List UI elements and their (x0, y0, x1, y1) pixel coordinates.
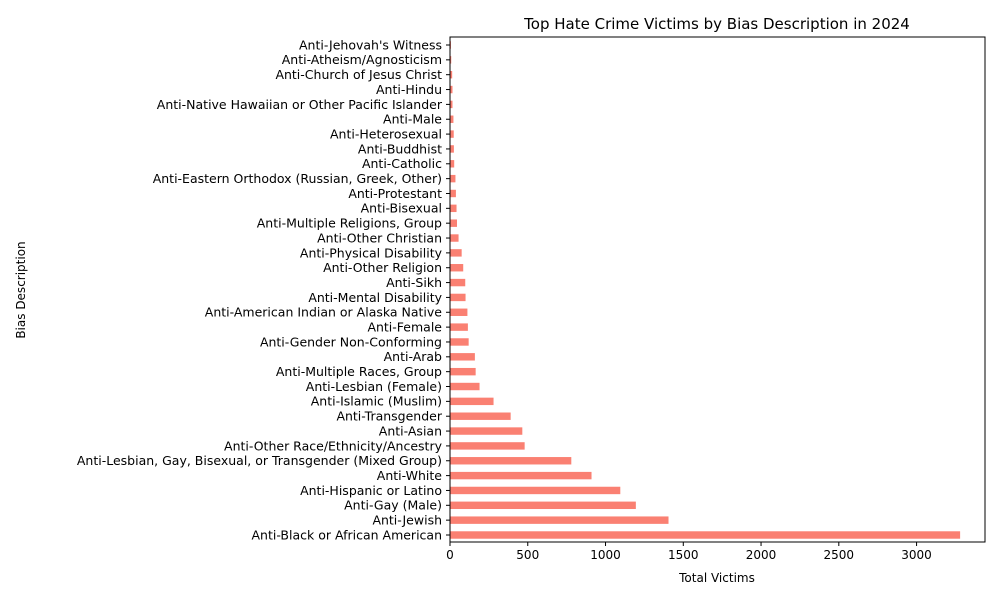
category-label: Anti-Protestant (348, 186, 442, 201)
bar (450, 471, 592, 480)
category-label: Anti-Other Religion (323, 260, 442, 275)
category-label: Anti-Black or African American (252, 527, 443, 542)
category-label: Anti-Lesbian (Female) (306, 379, 442, 394)
bar (450, 516, 669, 524)
x-tick-label: 3000 (901, 548, 932, 562)
category-label: Anti-Asian (379, 423, 442, 438)
chart-title: Top Hate Crime Victims by Bias Descripti… (523, 15, 910, 33)
category-label: Anti-Eastern Orthodox (Russian, Greek, O… (153, 171, 442, 186)
bar (450, 338, 469, 346)
bar (450, 56, 452, 64)
category-label: Anti-Jehovah's Witness (299, 37, 442, 52)
bar (450, 486, 621, 495)
plot-frame (449, 36, 986, 543)
category-label: Anti-Transgender (336, 409, 442, 424)
category-label: Anti-Gay (Male) (344, 498, 442, 513)
x-tick-label: 2500 (824, 548, 855, 562)
category-label: Anti-Arab (384, 349, 442, 364)
bar (450, 204, 457, 213)
category-label: Anti-Female (367, 319, 442, 334)
bar (450, 160, 455, 168)
bar (450, 174, 456, 183)
x-axis-label: Total Victims (678, 571, 755, 585)
bar (450, 427, 523, 435)
category-label: Anti-Catholic (362, 156, 442, 171)
bar (450, 397, 494, 406)
category-label: Anti-Sikh (386, 275, 442, 290)
bar (450, 249, 462, 257)
category-label: Anti-Buddhist (358, 141, 442, 156)
bar (450, 293, 466, 302)
category-label: Anti-Multiple Races, Group (276, 364, 442, 379)
category-label: Anti-American Indian or Alaska Native (205, 305, 443, 320)
category-label: Anti-Other Christian (317, 230, 442, 245)
category-label: Anti-Bisexual (361, 201, 442, 216)
bar (450, 100, 453, 109)
category-label: Anti-Mental Disability (308, 290, 442, 305)
category-labels-group: Anti-Black or African AmericanAnti-Jewis… (77, 37, 450, 542)
x-tick-label: 2000 (746, 548, 777, 562)
x-tick-label: 1000 (590, 548, 621, 562)
bars-group (450, 41, 961, 539)
x-tick-label: 0 (446, 548, 454, 562)
x-tick-label: 1500 (668, 548, 699, 562)
category-label: Anti-Islamic (Muslim) (311, 394, 442, 409)
category-label: Anti-Church of Jesus Christ (275, 67, 442, 82)
bar (450, 130, 454, 138)
x-ticks-group: 0 500 1000 1500 2000 2500 3000 (446, 542, 932, 562)
category-label: Anti-Other Race/Ethnicity/Ancestry (224, 438, 443, 453)
category-label: Anti-Hispanic or Latino (300, 483, 442, 498)
bar (450, 501, 636, 510)
bar (450, 531, 961, 539)
bar (450, 85, 453, 94)
bar (450, 367, 476, 376)
bar (450, 457, 572, 465)
category-label: Anti-Atheism/Agnosticism (282, 52, 442, 67)
category-label: Anti-Hindu (376, 82, 442, 97)
bar (450, 382, 480, 391)
category-label: Anti-Lesbian, Gay, Bisexual, or Transgen… (77, 453, 442, 468)
bar (450, 442, 525, 450)
category-label: Anti-Physical Disability (300, 245, 443, 260)
bar (450, 264, 464, 272)
bar (450, 219, 457, 227)
bar (450, 412, 511, 420)
category-label: Anti-White (377, 468, 443, 483)
category-label: Anti-Heterosexual (330, 126, 442, 141)
bar (450, 323, 468, 331)
category-label: Anti-Male (383, 112, 442, 127)
x-tick-label: 500 (516, 548, 539, 562)
category-label: Anti-Jewish (372, 513, 442, 528)
category-label: Anti-Multiple Religions, Group (257, 216, 442, 231)
bar (450, 70, 453, 79)
category-label: Anti-Native Hawaiian or Other Pacific Is… (157, 97, 443, 112)
bar (450, 145, 454, 153)
bar (450, 234, 459, 242)
bar (450, 115, 454, 123)
category-label: Anti-Gender Non-Conforming (260, 334, 442, 349)
bar (450, 189, 456, 198)
y-axis-label: Bias Description (14, 241, 28, 338)
bar (450, 308, 468, 316)
bar (450, 353, 475, 361)
bar (450, 278, 466, 287)
